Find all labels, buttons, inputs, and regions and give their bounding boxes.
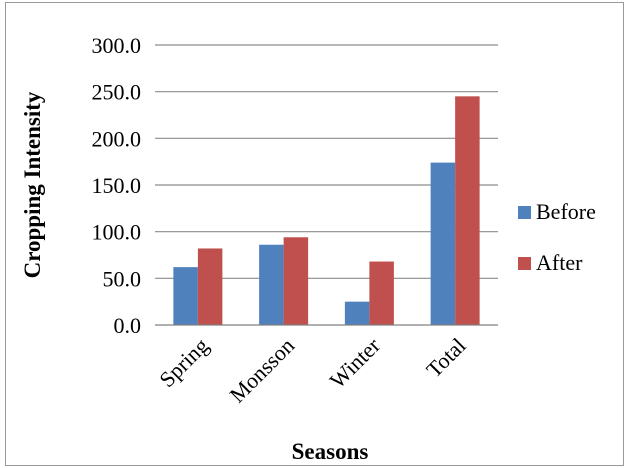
y-tick-label: 300.0	[92, 33, 142, 58]
y-tick-labels: 0.0 50.0 100.0 150.0 200.0 250.0 300.0	[92, 33, 142, 338]
x-axis-title: Seasons	[292, 439, 369, 464]
bar-before-monsson	[259, 244, 284, 325]
bar-before-total	[430, 162, 456, 325]
bar-before-winter	[344, 301, 370, 325]
y-axis-title: Cropping Intensity	[20, 91, 45, 278]
legend-label-after: After	[536, 250, 583, 275]
bar-after-winter	[369, 261, 394, 325]
x-tick-label: Spring	[154, 333, 213, 392]
legend-swatch-after	[518, 257, 531, 270]
bar-after-total	[455, 96, 480, 325]
x-tick-labels: Spring Monsson Winter Total	[154, 332, 470, 407]
y-tick-label: 50.0	[103, 266, 142, 291]
bars	[173, 96, 480, 325]
y-tick-label: 200.0	[92, 126, 142, 151]
x-tick-label: Winter	[325, 332, 386, 393]
chart-frame	[5, 2, 624, 466]
x-tick-label: Total	[421, 333, 470, 382]
legend-label-before: Before	[536, 199, 596, 224]
bar-after-monsson	[283, 237, 309, 325]
bar-before-spring	[173, 267, 198, 325]
y-tick-label: 0.0	[114, 313, 142, 338]
y-tick-label: 100.0	[92, 220, 142, 245]
y-tick-label: 250.0	[92, 80, 142, 105]
y-tick-label: 150.0	[92, 173, 142, 198]
x-tick-label: Monsson	[224, 333, 299, 408]
legend: Before After	[518, 199, 596, 275]
bar-after-spring	[197, 248, 223, 325]
legend-swatch-before	[518, 206, 531, 219]
